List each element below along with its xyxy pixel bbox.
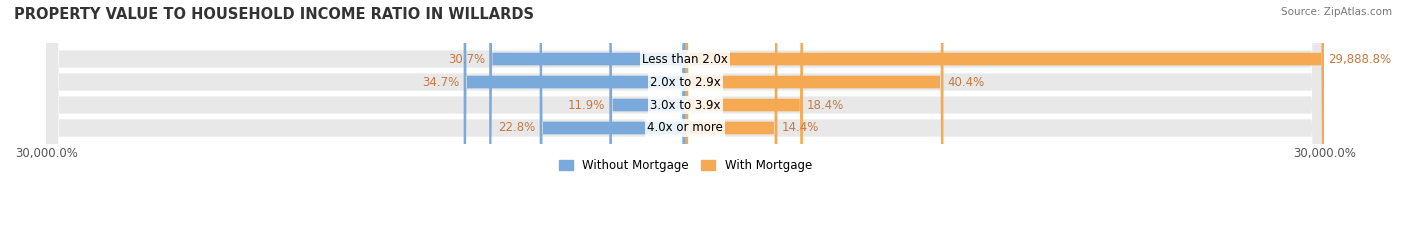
FancyBboxPatch shape [464, 0, 685, 233]
Text: 3.0x to 3.9x: 3.0x to 3.9x [650, 99, 721, 112]
Text: 2.0x to 2.9x: 2.0x to 2.9x [650, 75, 721, 89]
FancyBboxPatch shape [685, 0, 1324, 233]
FancyBboxPatch shape [489, 0, 685, 233]
Text: 29,888.8%: 29,888.8% [1329, 53, 1392, 65]
Text: 22.8%: 22.8% [498, 121, 536, 134]
FancyBboxPatch shape [46, 0, 1324, 233]
Text: 30.7%: 30.7% [449, 53, 485, 65]
Legend: Without Mortgage, With Mortgage: Without Mortgage, With Mortgage [554, 154, 817, 177]
Text: 34.7%: 34.7% [422, 75, 460, 89]
FancyBboxPatch shape [46, 0, 1324, 233]
FancyBboxPatch shape [685, 0, 778, 233]
Text: 14.4%: 14.4% [782, 121, 818, 134]
Text: Less than 2.0x: Less than 2.0x [643, 53, 728, 65]
FancyBboxPatch shape [685, 0, 943, 233]
Text: 40.4%: 40.4% [948, 75, 986, 89]
FancyBboxPatch shape [46, 0, 1324, 233]
Text: 11.9%: 11.9% [568, 99, 605, 112]
Text: 4.0x or more: 4.0x or more [647, 121, 723, 134]
FancyBboxPatch shape [685, 0, 803, 233]
FancyBboxPatch shape [46, 0, 1324, 233]
FancyBboxPatch shape [609, 0, 685, 233]
Text: Source: ZipAtlas.com: Source: ZipAtlas.com [1281, 7, 1392, 17]
Text: 18.4%: 18.4% [807, 99, 845, 112]
FancyBboxPatch shape [540, 0, 685, 233]
Text: PROPERTY VALUE TO HOUSEHOLD INCOME RATIO IN WILLARDS: PROPERTY VALUE TO HOUSEHOLD INCOME RATIO… [14, 7, 534, 22]
